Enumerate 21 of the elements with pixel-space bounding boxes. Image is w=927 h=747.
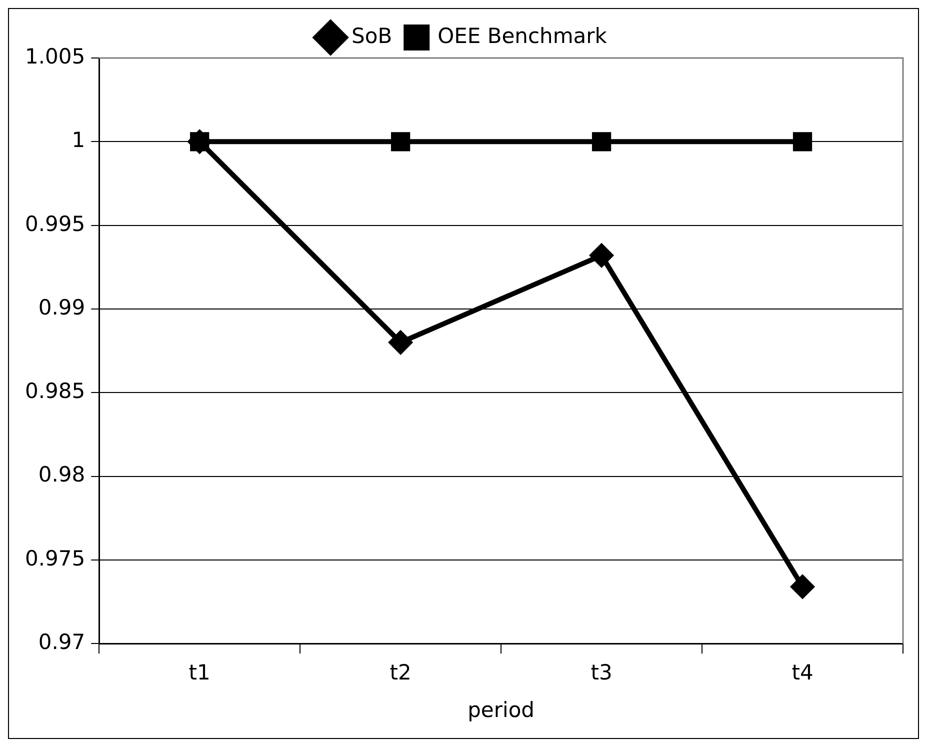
legend-label: OEE Benchmark [438,24,608,48]
y-tick-label: 0.985 [24,379,86,404]
point [791,575,814,598]
x-axis-title: period [468,698,535,722]
y-tick-label: 0.99 [38,295,86,320]
x-tick-label: t3 [590,660,612,685]
legend-label: SoB [352,24,392,48]
y-tick-label: 1.005 [24,44,86,68]
point [389,330,412,354]
point [792,132,812,152]
y-tick-label: 0.98 [38,462,86,487]
point [590,244,614,267]
y-tick-label: 1 [72,128,86,152]
point [592,132,612,152]
x-tick-label: t4 [792,660,814,685]
point [391,132,410,152]
x-tick-label: t2 [390,660,412,685]
y-tick-label: 0.995 [24,212,86,236]
x-tick-label: t1 [188,660,210,685]
y-tick-label: 0.975 [24,546,86,570]
y-tick-label: 0.97 [38,630,86,654]
